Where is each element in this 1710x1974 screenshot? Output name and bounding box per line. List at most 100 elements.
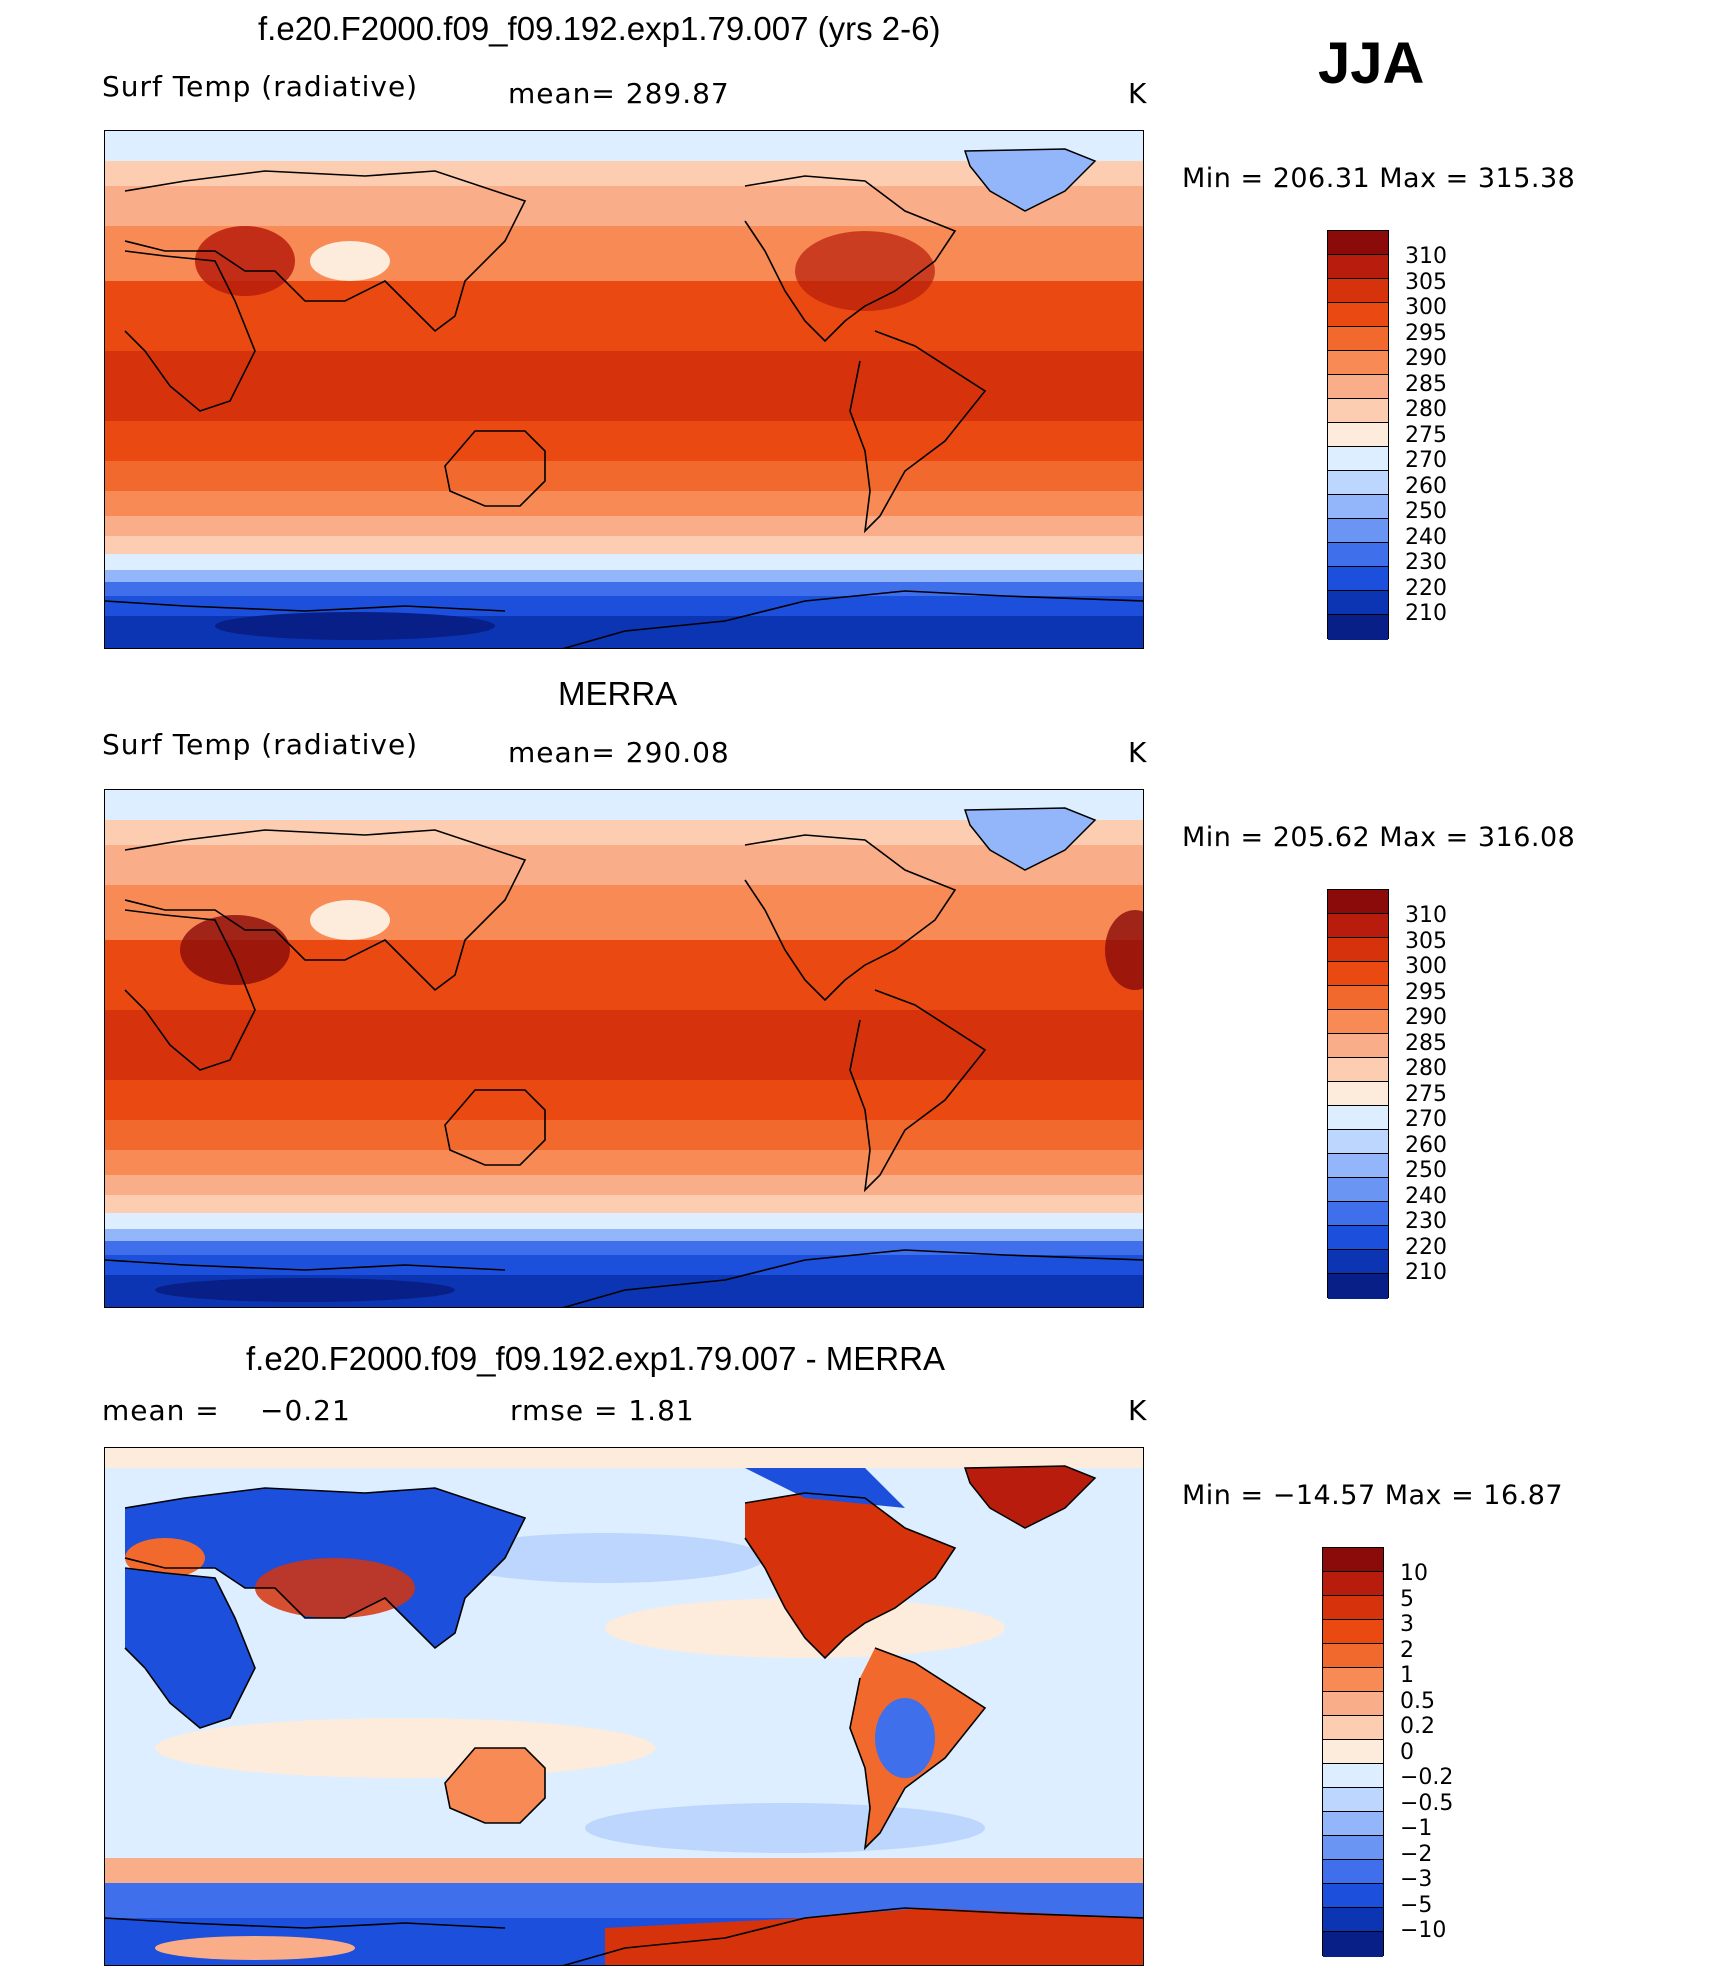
panel1-mean-label: mean= 289.87 bbox=[508, 77, 730, 110]
colorbar-swatch bbox=[1328, 1250, 1388, 1274]
panel3-difference-field bbox=[105, 1448, 1143, 1965]
panel3-mean-value: −0.21 bbox=[260, 1394, 351, 1427]
colorbar-swatch bbox=[1323, 1812, 1383, 1836]
colorbar-swatch bbox=[1323, 1716, 1383, 1740]
colorbar-swatch bbox=[1323, 1620, 1383, 1644]
colorbar-tick-label: 275 bbox=[1405, 1081, 1447, 1107]
colorbar-swatch bbox=[1323, 1644, 1383, 1668]
colorbar-swatch bbox=[1328, 279, 1388, 303]
panel2-units-label: K bbox=[1128, 736, 1148, 769]
panel3-mean-label: mean = bbox=[102, 1394, 220, 1427]
colorbar-tick-label: 220 bbox=[1405, 575, 1447, 601]
colorbar-swatch bbox=[1323, 1692, 1383, 1716]
colorbar-tick-label: 260 bbox=[1405, 1132, 1447, 1158]
colorbar-tick-label: 280 bbox=[1405, 1056, 1447, 1081]
season-label: JJA bbox=[1318, 31, 1425, 96]
colorbar-tick-label: 240 bbox=[1405, 1183, 1447, 1209]
panel2-title: MERRA bbox=[558, 675, 678, 712]
colorbar-swatch bbox=[1323, 1884, 1383, 1908]
panel3-colorbar bbox=[1322, 1547, 1384, 1957]
colorbar-swatch bbox=[1328, 1226, 1388, 1250]
colorbar-tick-label: 295 bbox=[1405, 979, 1447, 1005]
panel2-map bbox=[104, 789, 1144, 1308]
colorbar-tick-label: 305 bbox=[1405, 928, 1447, 954]
colorbar-tick-label: −0.5 bbox=[1400, 1790, 1454, 1816]
colorbar-swatch bbox=[1328, 1034, 1388, 1058]
colorbar-tick-label: 3 bbox=[1400, 1612, 1414, 1637]
colorbar-tick-label: 290 bbox=[1405, 346, 1447, 371]
colorbar-tick-label: −1 bbox=[1400, 1816, 1433, 1841]
colorbar-tick-label: 300 bbox=[1405, 295, 1447, 320]
colorbar-tick-label: 310 bbox=[1405, 903, 1447, 928]
panel1-minmax-label: Min = 206.31 Max = 315.38 bbox=[1182, 163, 1576, 194]
colorbar-tick-label: 270 bbox=[1405, 448, 1447, 473]
panel3-minmax-label: Min = −14.57 Max = 16.87 bbox=[1182, 1480, 1564, 1511]
colorbar-swatch bbox=[1323, 1668, 1383, 1692]
panel2-colorbar bbox=[1327, 889, 1389, 1299]
panel3-units-label: K bbox=[1128, 1394, 1148, 1427]
colorbar-tick-label: 240 bbox=[1405, 524, 1447, 550]
colorbar-tick-label: 305 bbox=[1405, 269, 1447, 295]
colorbar-swatch bbox=[1328, 986, 1388, 1010]
colorbar-tick-label: 275 bbox=[1405, 422, 1447, 448]
colorbar-swatch bbox=[1328, 447, 1388, 471]
colorbar-swatch bbox=[1323, 1788, 1383, 1812]
colorbar-tick-label: 295 bbox=[1405, 320, 1447, 346]
colorbar-swatch bbox=[1328, 423, 1388, 447]
panel3-rmse-label: rmse = 1.81 bbox=[510, 1394, 695, 1427]
colorbar-swatch bbox=[1328, 399, 1388, 423]
colorbar-swatch bbox=[1328, 567, 1388, 591]
panel3-title: f.e20.F2000.f09_f09.192.exp1.79.007 - ME… bbox=[246, 1340, 945, 1377]
colorbar-swatch bbox=[1328, 327, 1388, 351]
colorbar-tick-label: 10 bbox=[1400, 1561, 1428, 1586]
colorbar-tick-label: 230 bbox=[1405, 550, 1447, 575]
colorbar-swatch bbox=[1328, 591, 1388, 615]
colorbar-swatch bbox=[1328, 1274, 1388, 1299]
colorbar-swatch bbox=[1323, 1764, 1383, 1788]
colorbar-swatch bbox=[1328, 375, 1388, 399]
colorbar-swatch bbox=[1328, 1010, 1388, 1034]
colorbar-swatch bbox=[1328, 1202, 1388, 1226]
colorbar-swatch bbox=[1328, 1154, 1388, 1178]
colorbar-swatch bbox=[1323, 1860, 1383, 1884]
colorbar-swatch bbox=[1328, 1082, 1388, 1106]
colorbar-swatch bbox=[1328, 303, 1388, 327]
colorbar-swatch bbox=[1323, 1932, 1383, 1957]
panel1-units-label: K bbox=[1128, 77, 1148, 110]
colorbar-swatch bbox=[1328, 890, 1388, 914]
colorbar-swatch bbox=[1328, 231, 1388, 255]
colorbar-swatch bbox=[1328, 1106, 1388, 1130]
colorbar-tick-label: 260 bbox=[1405, 473, 1447, 499]
colorbar-swatch bbox=[1328, 471, 1388, 495]
colorbar-tick-label: 290 bbox=[1405, 1005, 1447, 1030]
colorbar-swatch bbox=[1323, 1908, 1383, 1932]
colorbar-tick-label: 285 bbox=[1405, 1030, 1447, 1056]
colorbar-swatch bbox=[1328, 914, 1388, 938]
panel1-colorbar bbox=[1327, 230, 1389, 640]
panel2-variable-label: Surf Temp (radiative) bbox=[102, 728, 419, 761]
colorbar-swatch bbox=[1328, 962, 1388, 986]
colorbar-swatch bbox=[1328, 543, 1388, 567]
colorbar-swatch bbox=[1323, 1548, 1383, 1572]
panel1-title: f.e20.F2000.f09_f09.192.exp1.79.007 (yrs… bbox=[258, 10, 941, 47]
colorbar-swatch bbox=[1323, 1572, 1383, 1596]
colorbar-swatch bbox=[1328, 519, 1388, 543]
colorbar-tick-label: 285 bbox=[1405, 371, 1447, 397]
colorbar-tick-label: 0.2 bbox=[1400, 1714, 1435, 1739]
panel2-mean-label: mean= 290.08 bbox=[508, 736, 730, 769]
colorbar-tick-label: 270 bbox=[1405, 1107, 1447, 1132]
colorbar-tick-label: 1 bbox=[1400, 1663, 1414, 1688]
colorbar-tick-label: 250 bbox=[1405, 499, 1447, 524]
panel1-map bbox=[104, 130, 1144, 649]
colorbar-swatch bbox=[1323, 1740, 1383, 1764]
colorbar-tick-label: 5 bbox=[1400, 1586, 1414, 1612]
colorbar-tick-label: −5 bbox=[1400, 1892, 1433, 1918]
colorbar-tick-label: −0.2 bbox=[1400, 1765, 1454, 1790]
panel2-minmax-label: Min = 205.62 Max = 316.08 bbox=[1182, 822, 1576, 853]
colorbar-tick-label: 210 bbox=[1405, 601, 1447, 626]
colorbar-swatch bbox=[1323, 1836, 1383, 1860]
colorbar-swatch bbox=[1328, 938, 1388, 962]
colorbar-swatch bbox=[1328, 1178, 1388, 1202]
panel1-variable-label: Surf Temp (radiative) bbox=[102, 70, 419, 103]
colorbar-tick-label: 220 bbox=[1405, 1234, 1447, 1260]
